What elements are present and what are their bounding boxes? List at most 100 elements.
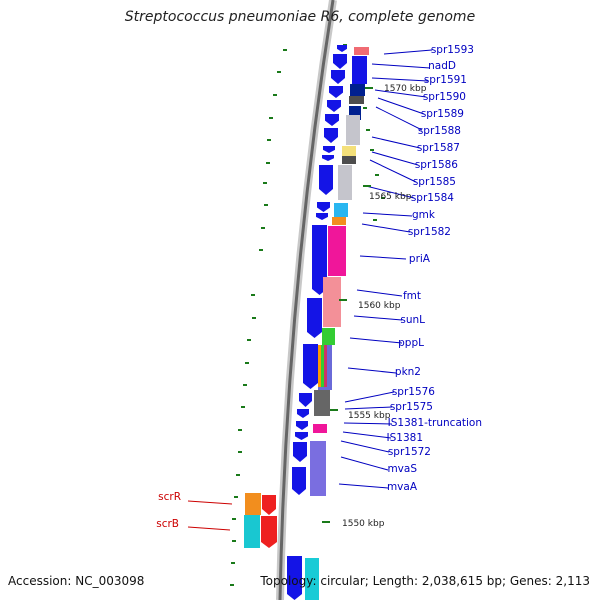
- gene-arrow-2: [331, 70, 345, 84]
- leader-spr1587: [371, 136, 421, 149]
- gene-label-mvaA: mvaA: [387, 481, 418, 493]
- leader-spr1586: [371, 151, 419, 166]
- page-title: Streptococcus pneumoniae R6, complete ge…: [124, 9, 476, 25]
- leader-nadD: [371, 63, 431, 69]
- gene-block-43: [244, 515, 260, 548]
- gene-label-spr1572: spr1572: [388, 446, 431, 458]
- leader-spr1591: [371, 77, 429, 82]
- gene-arrow-5: [325, 114, 339, 126]
- gene-label-sunL: sunL: [400, 314, 425, 326]
- gene-arrow-10: [317, 202, 330, 212]
- ruler-label-1: 1565 kbp: [369, 192, 412, 202]
- label-leaders: [187, 49, 433, 531]
- gene-label-IS1381: IS1381: [387, 432, 423, 444]
- gene-label-spr1590: spr1590: [423, 91, 466, 103]
- gene-arrow-45: [261, 516, 277, 548]
- ruler-ticks: 1570 kbp 1565 kbp 1560 kbp 1555 kbp 1550 kbp: [322, 84, 427, 529]
- gene-arrow-8: [322, 155, 334, 161]
- ruler-label-0: 1570 kbp: [384, 84, 427, 94]
- leader-pppL: [349, 337, 403, 344]
- gene-arrow-6: [324, 128, 338, 143]
- leader-spr1575: [344, 406, 393, 410]
- gene-label-spr1586: spr1586: [415, 159, 458, 171]
- gene-block-42: [245, 493, 261, 515]
- gene-arrow-0: [337, 45, 347, 52]
- gene-block-34: [328, 226, 346, 276]
- gene-arrow-1: [333, 54, 347, 69]
- leader-spr1590: [374, 89, 427, 98]
- leader-IS1381: [342, 431, 392, 439]
- gene-label-spr1582: spr1582: [408, 226, 451, 238]
- leader-gmk: [362, 212, 413, 217]
- leader-mvaA: [338, 483, 389, 489]
- gene-arrow-7: [323, 146, 335, 153]
- leader-IS1381-truncation: [343, 422, 393, 425]
- gene-label-pppL: pppL: [398, 337, 424, 349]
- gene-label-scrB: scrB: [156, 518, 179, 530]
- accession-label: Accession: NC_003098: [8, 574, 145, 588]
- leader-spr1588: [375, 106, 423, 131]
- leader-spr1585: [369, 159, 417, 183]
- gene-label-spr1584: spr1584: [411, 192, 454, 204]
- gene-label-spr1587: spr1587: [417, 142, 460, 154]
- gene-label-mvaS: mvaS: [387, 463, 417, 475]
- gene-arrow-20: [292, 467, 306, 495]
- gene-arrow-9: [319, 165, 333, 195]
- leader-priA: [359, 255, 407, 260]
- gene-arrow-4: [327, 100, 341, 112]
- stripe-2: [324, 345, 327, 387]
- gene-arrow-11: [316, 213, 328, 220]
- gene-arrow-15: [299, 393, 312, 407]
- ruler-label-4: 1550 kbp: [342, 519, 385, 529]
- leader-spr1593: [383, 49, 433, 55]
- gene-label-spr1588: spr1588: [418, 125, 461, 137]
- gene-arrow-3: [329, 86, 343, 98]
- gene-label-spr1585: spr1585: [413, 176, 456, 188]
- gene-arrow-21: [287, 556, 302, 600]
- genome-backbone: [276, 0, 337, 600]
- gene-label-spr1575: spr1575: [390, 401, 433, 413]
- gene-arrow-19: [293, 442, 307, 462]
- gene-labels: spr1593 nadD spr1591 spr1590 spr1589 spr1588 s…: [156, 44, 482, 530]
- gene-label-spr1589: spr1589: [421, 108, 464, 120]
- gene-arrow-17: [296, 421, 308, 430]
- gene-block-39: [313, 424, 327, 433]
- gene-block-32: [334, 203, 348, 217]
- stripe-1: [321, 345, 324, 387]
- gene-block-33: [332, 217, 346, 225]
- gene-block-36: [322, 328, 335, 345]
- gene-block-29: [342, 146, 356, 156]
- gene-arrow-14: [303, 344, 318, 389]
- leader-sunL: [353, 315, 403, 321]
- gene-block-40: [310, 441, 326, 496]
- ruler-label-3: 1555 kbp: [348, 411, 391, 421]
- leader-spr1584: [365, 185, 415, 199]
- gene-block-41: [305, 558, 319, 600]
- gene-label-spr1591: spr1591: [424, 74, 467, 86]
- gene-label-pkn2: pkn2: [395, 366, 421, 378]
- topology-label: Topology: circular; Length: 2,038,615 bp…: [260, 574, 590, 588]
- gene-block-28: [346, 115, 360, 145]
- leader-pkn2: [347, 367, 397, 374]
- gene-label-IS1381-truncation: IS1381-truncation: [388, 417, 482, 429]
- gene-label-priA: priA: [409, 253, 431, 265]
- leader-spr1576: [344, 391, 395, 403]
- gene-block-30: [342, 156, 356, 164]
- gene-arrow-13: [307, 298, 322, 338]
- gene-block-38: [314, 390, 330, 416]
- gene-arrow-44: [262, 495, 276, 515]
- gene-block-31: [338, 165, 352, 200]
- gene-block-22: [354, 47, 369, 55]
- stripe-0: [318, 345, 321, 387]
- gene-block-24: [350, 84, 365, 96]
- gene-label-fmt: fmt: [403, 290, 421, 302]
- leader-spr1582: [361, 223, 411, 233]
- gene-arrow-16: [297, 409, 309, 418]
- leader-scrB: [187, 526, 231, 531]
- gene-arrow-18: [295, 432, 308, 440]
- leader-scrR: [187, 500, 233, 505]
- gene-label-gmk: gmk: [412, 209, 436, 221]
- gene-label-scrR: scrR: [158, 491, 181, 503]
- gene-block-25: [349, 96, 364, 104]
